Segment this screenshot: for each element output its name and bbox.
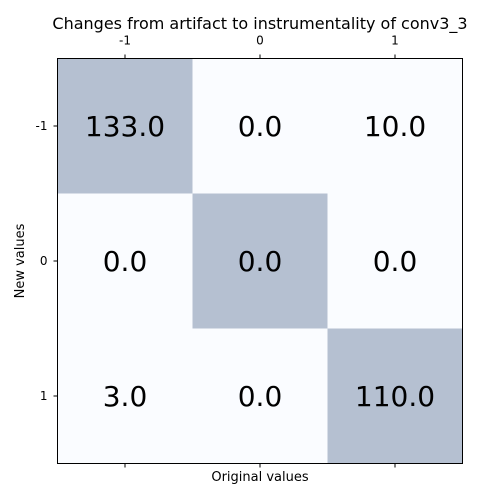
x-tick-label: -1 — [119, 34, 131, 48]
matrix-cell-value: 0.0 — [373, 245, 418, 278]
matrix-cell-value: 0.0 — [103, 245, 148, 278]
matrix-cell — [327, 58, 463, 194]
chart-title: Changes from artifact to instrumentality… — [52, 14, 467, 34]
y-axis-label: New values — [13, 223, 28, 298]
x-tick-label: 1 — [391, 34, 399, 48]
matrix-cell — [192, 58, 328, 194]
x-axis-label: Original values — [211, 470, 309, 485]
matrix-cell — [327, 328, 463, 464]
matrix-cell-value: 133.0 — [85, 110, 165, 143]
matrix-cell-value: 0.0 — [238, 245, 283, 278]
matrix-cell — [57, 193, 193, 329]
matrix-cell-value: 0.0 — [238, 110, 283, 143]
matrix-cell-value: 10.0 — [364, 110, 426, 143]
y-axis-ticks: -1 0 1 — [36, 119, 58, 403]
matrix-cell-value: 110.0 — [355, 380, 435, 413]
matrix-cell — [57, 328, 193, 464]
matrix-cell-value: 0.0 — [238, 380, 283, 413]
y-tick-label: 0 — [40, 254, 48, 268]
matrix-cells — [57, 58, 463, 464]
matrix-cell — [57, 58, 193, 194]
y-tick-label: -1 — [36, 119, 48, 133]
x-axis-ticks: -1 0 1 — [119, 34, 399, 468]
matrix-cell-value: 3.0 — [103, 380, 148, 413]
matrix-cell — [192, 328, 328, 464]
y-tick-label: 1 — [40, 389, 48, 403]
matrix-cell-labels: 133.0 0.0 10.0 0.0 0.0 0.0 3.0 0.0 110.0 — [85, 110, 435, 413]
matrix-cell — [327, 193, 463, 329]
matrix-cell — [192, 193, 328, 329]
x-tick-label: 0 — [256, 34, 264, 48]
